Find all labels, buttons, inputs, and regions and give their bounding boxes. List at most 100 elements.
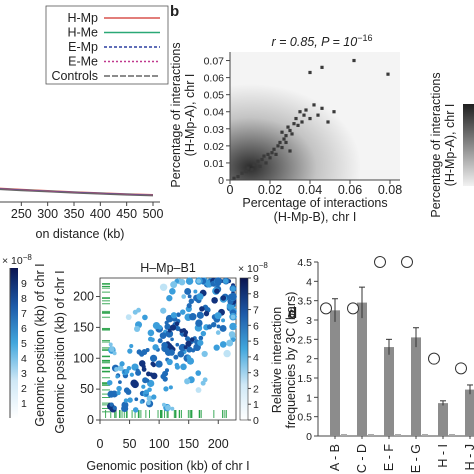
heatmap-cell [179, 328, 184, 333]
heatmap-cell [124, 369, 130, 375]
heatmap-cell [146, 395, 153, 402]
panel-label-d: d [288, 305, 297, 322]
heatmap-cell [213, 344, 220, 351]
scatter-point [266, 152, 270, 156]
heatmap-cell [167, 328, 172, 333]
y-tick-label: 3.5 [297, 296, 312, 308]
heatmap-cell [211, 321, 217, 328]
heatmap-cell [125, 314, 132, 321]
y-label-left-partial: Genomic position (kb) of chr I [33, 263, 47, 426]
heatmap-cell [155, 360, 163, 368]
heatmap-cell [184, 378, 191, 385]
scatter-point [326, 120, 330, 124]
heatmap-cell [121, 401, 129, 409]
heatmap-cell [141, 349, 148, 356]
bars-d: A - BC - DE - FE - GH - IH - J [320, 256, 474, 473]
heatmap-cell [123, 398, 129, 403]
heatmap-cell [112, 405, 117, 410]
scatter-point [232, 176, 236, 180]
bar [465, 389, 474, 436]
colorbar-tick-label: 1 [253, 399, 259, 411]
heatmap-cell [199, 306, 205, 312]
legend-box-a [45, 5, 169, 85]
colorbar-tick-label: 0 [253, 415, 259, 427]
scatter-point [288, 128, 292, 133]
colorbar-multiplier: × 10−8 [238, 261, 268, 275]
left-colorbar-tick-label: 4 [21, 353, 27, 365]
heatmap-cell [168, 349, 175, 356]
heatmap-cell [138, 360, 146, 367]
scatter-point [286, 125, 290, 129]
bar [411, 337, 421, 436]
colorbar-tick-label: 9 [253, 273, 259, 285]
heatmap-cell [119, 361, 125, 367]
x-tick-label: 150 [178, 437, 199, 451]
scatter-points [232, 58, 390, 180]
y-tick-label: 1.5 [297, 373, 312, 385]
left-colorbar-tick-label: 2 [21, 383, 27, 395]
y-tick-label: 200 [73, 290, 94, 304]
heatmap-cell [186, 303, 192, 309]
heatmap-cell [161, 341, 168, 349]
y-tick-label: 100 [73, 351, 94, 365]
y-tick-label: 0.5 [297, 412, 312, 424]
heatmap-cell [149, 354, 158, 362]
panel-b: b r = 0.85, P = 10−16 [169, 3, 474, 224]
circle-marker [401, 256, 413, 268]
x-tick-label: 0.04 [298, 183, 322, 197]
heatmap-cell [142, 314, 148, 321]
heatmap-cell [174, 362, 180, 368]
heatmap-cell [211, 297, 218, 304]
scatter-point [304, 108, 308, 112]
bar [357, 302, 367, 436]
heatmap-cell [127, 397, 133, 403]
y-tick-label: 4 [306, 276, 312, 288]
heatmap-cell [230, 286, 236, 292]
heatmap-cell [136, 349, 142, 355]
legend-label: H-Me [67, 26, 98, 40]
heatmap-cell [168, 385, 173, 390]
y-label-b: Percentage of interactions(H-Mp-A), chr … [169, 42, 197, 187]
y-tick-label: 0.07 [204, 56, 225, 68]
y-tick-label: 0 [306, 431, 312, 443]
panel-d: d 0 0.5 1 1.5 2 2.5 3 3.5 4 4.5 A - B C - D E - F E … [270, 256, 474, 473]
scatter-point [302, 113, 306, 117]
heatmap-cell [169, 288, 176, 295]
y-tick-label: 150 [73, 320, 94, 334]
heatmap-cell [214, 277, 223, 285]
heatmap-cell [230, 314, 236, 320]
x-tick-label: 0 [227, 183, 234, 197]
left-colorbar-multiplier: × 10−8 [2, 253, 32, 267]
x-label-b: Percentage of interactions (H-Mp-B), chr … [242, 196, 387, 224]
left-partial-colorbar [10, 268, 18, 418]
heatmap-cell [147, 329, 155, 337]
heatmap-cell [163, 386, 169, 392]
heatmap-y-label: Genomic position (kb) of chr I [53, 270, 67, 433]
lines-a [0, 187, 154, 197]
scatter-point [272, 147, 276, 151]
x-tick-label: 300 [37, 207, 58, 221]
heatmap-cell [150, 372, 158, 380]
heatmap-cell [175, 342, 180, 347]
x-tick-label: H - J [463, 444, 474, 470]
heatmap-cell [165, 330, 174, 338]
scatter-point [252, 163, 256, 167]
x-tick-label: 0.08 [378, 183, 402, 197]
heatmap-cell [221, 318, 226, 323]
heatmap-cell [170, 281, 178, 289]
heatmap-cell [146, 400, 151, 406]
heatmap-cell [114, 366, 119, 372]
x-tick-label: 0.06 [338, 183, 362, 197]
heatmap-cell [112, 351, 117, 356]
heatmap-cells [106, 277, 237, 413]
heatmap-cell [186, 357, 195, 365]
heatmap-cell [132, 407, 139, 413]
colorbar-tick-label: 7 [253, 305, 259, 317]
colorbar-tick-label: 5 [253, 336, 259, 348]
heatmap-cell [187, 294, 192, 299]
heatmap-cell [127, 348, 133, 354]
scatter-point [280, 145, 284, 150]
series-line [0, 188, 154, 196]
heatmap-cell [219, 325, 227, 332]
